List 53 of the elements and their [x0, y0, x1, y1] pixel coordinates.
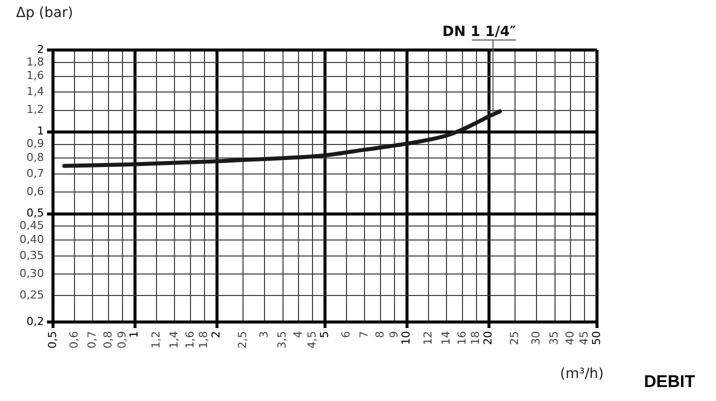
y-tick-label: 0,35 — [20, 248, 44, 262]
y-tick-label: 0,2 — [26, 314, 44, 328]
x-tick-label: 2 — [210, 331, 223, 338]
x-tick-label: 45 — [577, 331, 590, 345]
x-tick-label: 0,7 — [86, 331, 99, 348]
y-tick-label: 0,8 — [26, 151, 44, 164]
x-tick-label: 50 — [590, 331, 603, 345]
x-tick-label: 3 — [258, 331, 271, 338]
x-tick-label: 12 — [421, 331, 434, 345]
x-tick-label: 40 — [564, 331, 576, 345]
x-tick-label: 25 — [508, 331, 521, 345]
y-tick-label: 0,45 — [20, 219, 44, 232]
x-tick-label: 0,9 — [115, 331, 128, 348]
x-tick-label: 0,6 — [67, 331, 80, 348]
x-tick-label: 14 — [439, 331, 452, 345]
y-tick-label: 0,25 — [20, 288, 44, 302]
x-tick-label: 9 — [387, 331, 400, 338]
y-tick-label: 0,6 — [26, 185, 44, 198]
x-tick-label: 2,5 — [236, 331, 249, 348]
x-tick-label: 1,6 — [183, 331, 196, 348]
x-tick-label: 10 — [400, 331, 413, 345]
y-tick-label: 0,40 — [20, 232, 44, 246]
y-tick-label: 1,8 — [26, 55, 44, 68]
x-tick-label: 1,8 — [197, 331, 210, 348]
x-tick-label: 16 — [455, 331, 468, 345]
x-tick-label: 1,2 — [149, 331, 162, 348]
x-tick-label: 1 — [128, 331, 141, 338]
y-tick-label: 0,30 — [20, 266, 44, 280]
x-tick-label: 1,4 — [167, 331, 180, 348]
x-tick-label: 35 — [548, 331, 561, 345]
y-tick-label: 0,5 — [26, 206, 44, 220]
y-tick-label: 0,9 — [26, 137, 44, 150]
y-tick-label: 1,2 — [26, 103, 44, 116]
y-tick-label: 1,6 — [26, 69, 44, 82]
y-tick-label: 0,7 — [26, 166, 44, 180]
text: DEBIT — [644, 372, 695, 392]
text: DN 1 1/4″ — [442, 24, 516, 40]
x-axis-title: (m³/h) — [560, 366, 604, 382]
x-tick-label: 0,8 — [101, 331, 114, 348]
x-tick-label: 5 — [318, 331, 331, 338]
x-tick-label: 4 — [292, 331, 304, 338]
x-tick-label: 3,5 — [276, 331, 289, 348]
x-tick-label: 30 — [530, 331, 543, 345]
x-tick-label: 4,5 — [305, 331, 318, 348]
x-tick-label: 18 — [469, 331, 482, 345]
y-tick-label: 1,4 — [26, 84, 44, 98]
x-tick-label: 6 — [339, 331, 352, 338]
x-tick-label: 20 — [482, 331, 495, 345]
x-tick-label: 7 — [358, 331, 371, 338]
y-axis-title: Δp (bar) — [16, 5, 74, 21]
x-tick-label: 8 — [373, 331, 386, 338]
y-tick-label: 2 — [37, 42, 44, 56]
y-tick-label: 1 — [37, 124, 44, 138]
